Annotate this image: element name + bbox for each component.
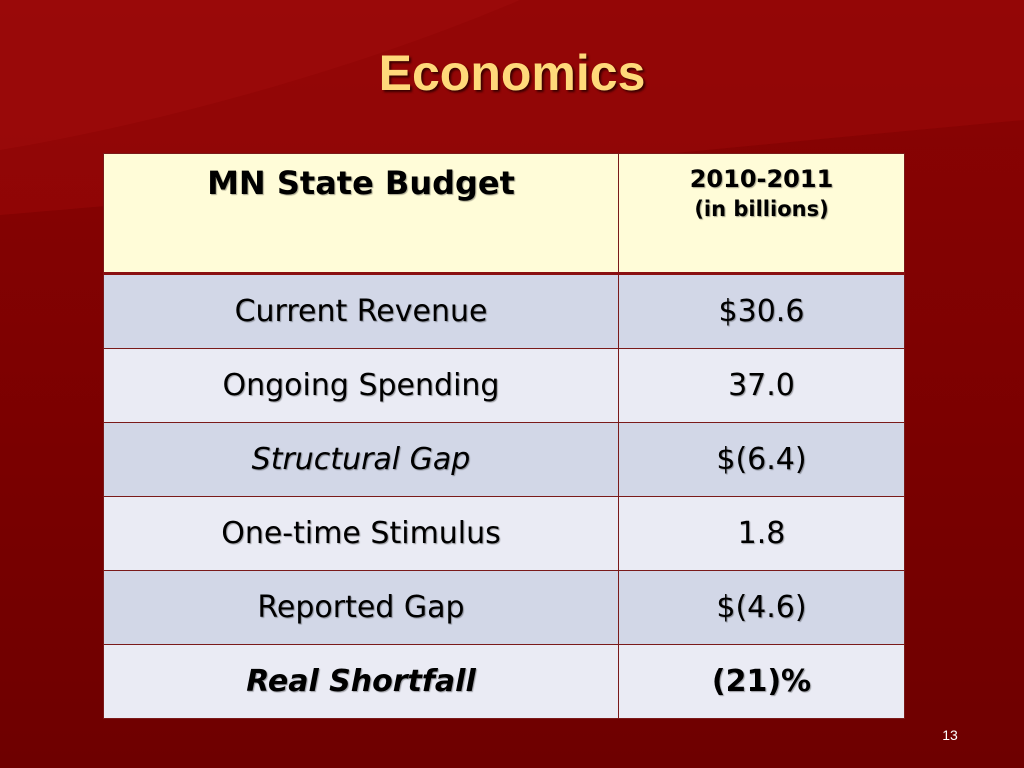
table-row: Structural Gap $(6.4) [103,422,905,497]
header-label-cell: MN State Budget [103,153,619,275]
table-row: Real Shortfall (21)% [103,644,905,719]
budget-table: MN State Budget 2010-2011 (in billions) … [103,153,905,719]
row-label: Structural Gap [103,422,619,497]
table-row: Ongoing Spending 37.0 [103,348,905,423]
table-row: One-time Stimulus 1.8 [103,496,905,571]
page-number: 13 [942,727,958,743]
row-value: (21)% [618,644,905,719]
row-value: 1.8 [618,496,905,571]
table-row: Reported Gap $(4.6) [103,570,905,645]
row-value: $30.6 [618,273,905,349]
row-label: Current Revenue [103,273,619,349]
table-row: Current Revenue $30.6 [103,273,905,349]
row-label: Reported Gap [103,570,619,645]
row-value: $(4.6) [618,570,905,645]
row-value: $(6.4) [618,422,905,497]
header-period-cell: 2010-2011 (in billions) [618,153,905,275]
header-period: 2010-2011 [689,165,834,193]
row-label: One-time Stimulus [103,496,619,571]
row-value: 37.0 [618,348,905,423]
table-header-row: MN State Budget 2010-2011 (in billions) [103,153,905,275]
row-label: Real Shortfall [103,644,619,719]
slide-title: Economics [378,45,646,101]
row-label: Ongoing Spending [103,348,619,423]
header-unit: (in billions) [694,197,829,221]
